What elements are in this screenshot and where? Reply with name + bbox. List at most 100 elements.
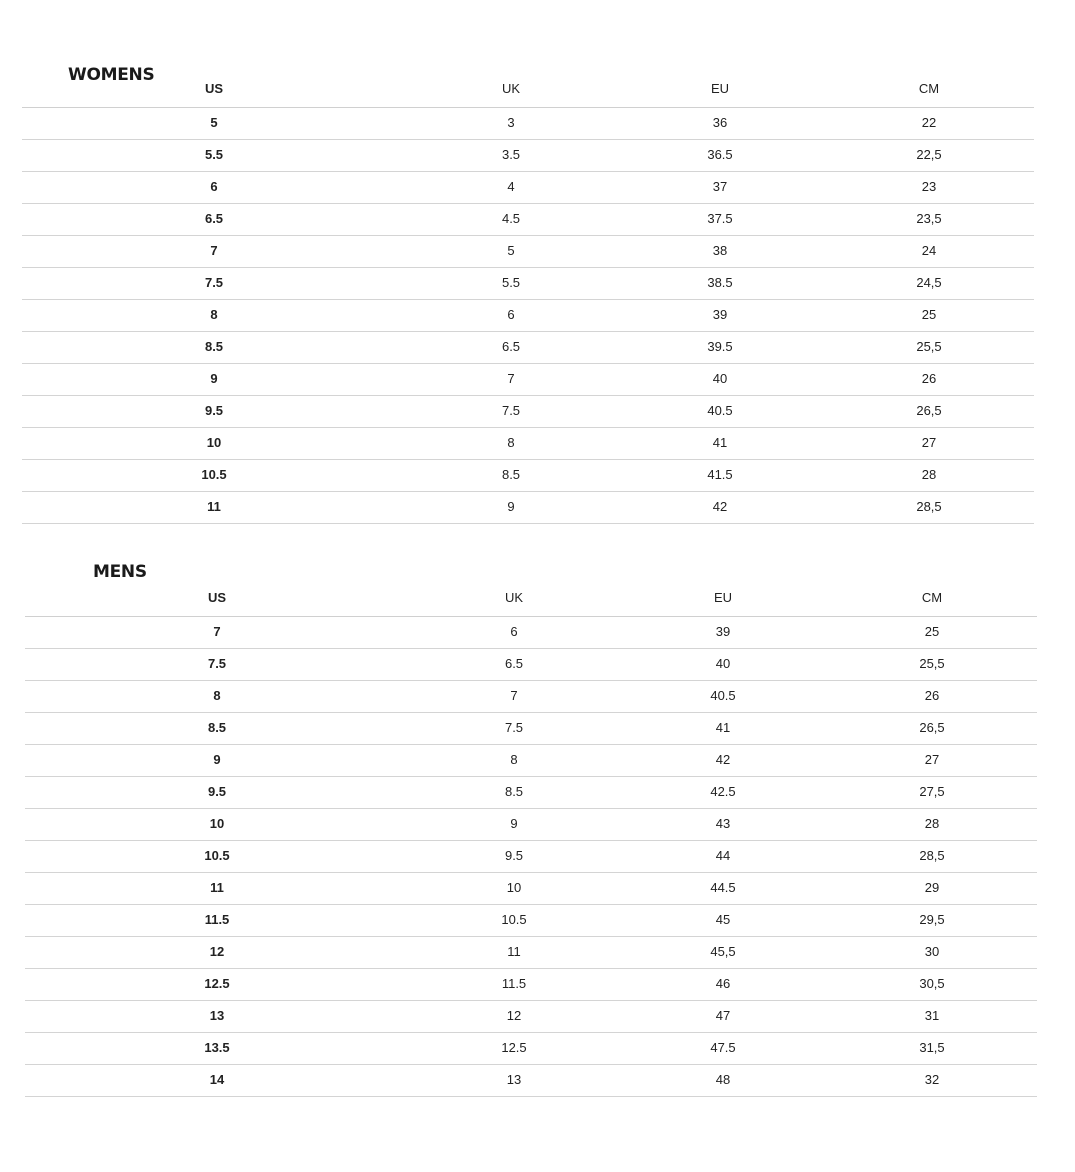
table-row: 7.5 6.5 40 25,5 <box>25 649 1037 681</box>
size-cell-eu: 42 <box>712 499 728 514</box>
size-cell-us: 10.5 <box>204 848 230 863</box>
size-cell-eu: 39 <box>715 624 731 639</box>
size-cell-cm: 26,5 <box>916 403 942 418</box>
size-cell-cm: 22 <box>921 115 937 130</box>
size-cell-cm: 29,5 <box>919 912 945 927</box>
size-cell-uk: 6.5 <box>504 656 524 671</box>
size-cell-eu: 42 <box>715 752 731 767</box>
size-cell-uk: 9.5 <box>504 848 524 863</box>
table-row: 10 8 41 27 <box>22 428 1034 460</box>
table-row: 5.5 3.5 36.5 22,5 <box>22 140 1034 172</box>
table-row: 9.5 8.5 42.5 27,5 <box>25 777 1037 809</box>
size-cell-us: 9.5 <box>207 784 227 799</box>
size-cell-eu: 40.5 <box>707 403 733 418</box>
size-cell-eu: 40 <box>715 656 731 671</box>
size-cell-cm: 24 <box>921 243 937 258</box>
column-header-uk: UK <box>504 590 524 605</box>
size-cell-eu: 41 <box>715 720 731 735</box>
size-cell-us: 7 <box>213 624 221 639</box>
size-cell-us: 7.5 <box>207 656 227 671</box>
size-cell-cm: 25,5 <box>916 339 942 354</box>
size-cell-uk: 4 <box>507 179 515 194</box>
size-cell-uk: 3.5 <box>501 147 521 162</box>
size-cell-cm: 30,5 <box>919 976 945 991</box>
size-cell-cm: 25 <box>924 624 940 639</box>
table-row: 8 6 39 25 <box>22 300 1034 332</box>
table-row: 7.5 5.5 38.5 24,5 <box>22 268 1034 300</box>
size-cell-eu: 40 <box>712 371 728 386</box>
size-cell-us: 7 <box>210 243 218 258</box>
size-cell-us: 14 <box>209 1072 225 1087</box>
size-cell-uk: 7 <box>510 688 518 703</box>
size-cell-us: 10 <box>206 435 222 450</box>
table-row: 14 13 48 32 <box>25 1065 1037 1097</box>
size-cell-eu: 47 <box>715 1008 731 1023</box>
size-cell-eu: 36.5 <box>707 147 733 162</box>
size-cell-cm: 31,5 <box>919 1040 945 1055</box>
size-cell-uk: 11.5 <box>501 976 527 991</box>
size-cell-us: 8.5 <box>204 339 224 354</box>
size-cell-cm: 26 <box>921 371 937 386</box>
table-row: 10.5 8.5 41.5 28 <box>22 460 1034 492</box>
size-cell-cm: 27 <box>921 435 937 450</box>
table-row: 8.5 6.5 39.5 25,5 <box>22 332 1034 364</box>
size-cell-uk: 8.5 <box>501 467 521 482</box>
size-cell-eu: 37.5 <box>707 211 733 226</box>
size-cell-eu: 46 <box>715 976 731 991</box>
size-cell-eu: 45,5 <box>710 944 736 959</box>
size-cell-us: 8 <box>210 307 218 322</box>
size-cell-cm: 25 <box>921 307 937 322</box>
size-cell-cm: 25,5 <box>919 656 945 671</box>
size-cell-uk: 6.5 <box>501 339 521 354</box>
size-cell-eu: 38.5 <box>707 275 733 290</box>
size-cell-eu: 41 <box>712 435 728 450</box>
size-cell-eu: 39.5 <box>707 339 733 354</box>
size-cell-us: 9 <box>210 371 218 386</box>
size-cell-cm: 28,5 <box>919 848 945 863</box>
size-cell-uk: 13 <box>506 1072 522 1087</box>
size-cell-uk: 7.5 <box>504 720 524 735</box>
size-cell-uk: 11 <box>507 944 521 959</box>
size-cell-cm: 32 <box>924 1072 940 1087</box>
size-cell-uk: 6 <box>510 624 518 639</box>
size-cell-uk: 12 <box>506 1008 522 1023</box>
size-cell-cm: 26 <box>924 688 940 703</box>
size-cell-us: 8.5 <box>207 720 227 735</box>
header-row: US UK EU CM <box>22 76 1034 108</box>
mens-title: MENS <box>93 562 147 582</box>
size-cell-us: 12.5 <box>204 976 230 991</box>
size-cell-cm: 31 <box>924 1008 940 1023</box>
size-cell-cm: 23 <box>921 179 937 194</box>
size-cell-eu: 37 <box>712 179 728 194</box>
table-row: 9.5 7.5 40.5 26,5 <box>22 396 1034 428</box>
column-header-us: US <box>207 590 227 605</box>
table-row: 13 12 47 31 <box>25 1001 1037 1033</box>
size-cell-cm: 23,5 <box>916 211 942 226</box>
size-cell-uk: 5.5 <box>501 275 521 290</box>
size-cell-eu: 42.5 <box>710 784 736 799</box>
size-cell-uk: 3 <box>507 115 515 130</box>
size-cell-uk: 8.5 <box>504 784 524 799</box>
mens-size-table: US UK EU CM 7 6 39 25 7.5 6.5 40 25,5 8 7 40.5 26 8.5 7.5… <box>25 585 1037 1097</box>
table-row: 7 6 39 25 <box>25 617 1037 649</box>
table-row: 10 9 43 28 <box>25 809 1037 841</box>
table-row: 12 11 45,5 30 <box>25 937 1037 969</box>
size-cell-us: 5 <box>210 115 218 130</box>
size-cell-us: 11 <box>207 499 221 514</box>
size-cell-cm: 24,5 <box>916 275 942 290</box>
table-row: 11.5 10.5 45 29,5 <box>25 905 1037 937</box>
size-cell-us: 6.5 <box>204 211 224 226</box>
size-cell-uk: 5 <box>507 243 515 258</box>
size-cell-cm: 22,5 <box>916 147 942 162</box>
size-cell-cm: 27 <box>924 752 940 767</box>
table-row: 6 4 37 23 <box>22 172 1034 204</box>
size-cell-uk: 12.5 <box>501 1040 527 1055</box>
table-row: 8 7 40.5 26 <box>25 681 1037 713</box>
size-cell-us: 13.5 <box>204 1040 230 1055</box>
size-cell-uk: 4.5 <box>501 211 521 226</box>
size-cell-us: 10 <box>209 816 225 831</box>
column-header-cm: CM <box>921 590 943 605</box>
table-row: 12.5 11.5 46 30,5 <box>25 969 1037 1001</box>
table-row: 11 10 44.5 29 <box>25 873 1037 905</box>
size-cell-uk: 7 <box>507 371 515 386</box>
